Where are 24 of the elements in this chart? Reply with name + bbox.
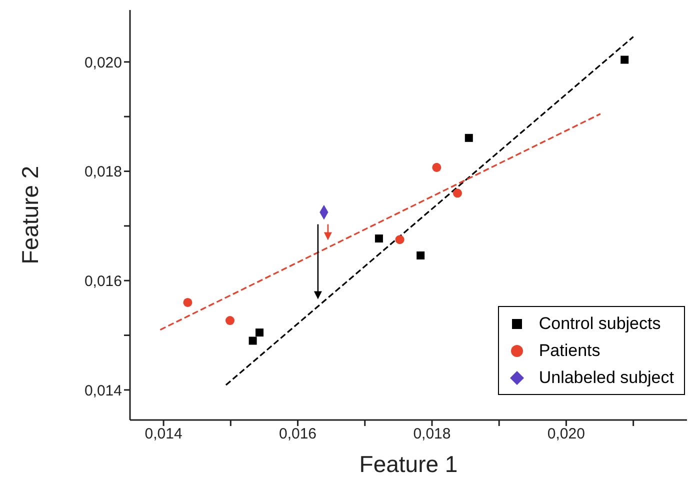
point	[395, 235, 404, 244]
point	[452, 188, 462, 198]
point	[432, 162, 442, 172]
x-tick-label: 0,014	[144, 426, 182, 443]
point	[248, 336, 257, 345]
y-tick-label: 0,018	[84, 164, 122, 181]
x-tick-label: 0,018	[413, 426, 451, 443]
x-tick-label: 0,016	[279, 426, 317, 443]
legend-label: Control subjects	[538, 313, 661, 335]
point	[256, 328, 264, 337]
x-tick-label: 0,020	[547, 426, 585, 443]
point	[225, 316, 235, 326]
x-axis-title: Feature 1	[359, 451, 458, 477]
point	[374, 234, 383, 243]
point	[416, 251, 425, 260]
legend-label: Unlabeled subject	[538, 367, 674, 389]
point	[464, 134, 473, 142]
y-tick-label: 0,014	[84, 382, 122, 400]
legend-label: Patients	[538, 340, 600, 362]
point	[183, 298, 192, 307]
point	[620, 56, 629, 64]
y-tick-label: 0,016	[84, 272, 122, 290]
y-axis-title: Feature 2	[17, 166, 44, 264]
y-tick-label: 0,020	[84, 54, 122, 72]
